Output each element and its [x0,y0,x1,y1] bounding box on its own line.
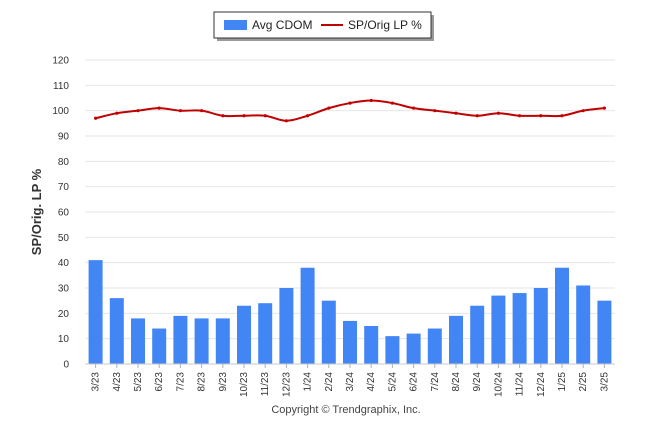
x-tick-label: 12/24 [536,372,547,397]
y-tick-label: 60 [58,208,70,219]
bar [512,293,527,364]
line-point [412,106,416,110]
y-tick-label: 90 [58,132,70,143]
bar [237,305,251,364]
legend-swatch-bar [224,20,247,30]
bar [427,328,442,364]
bar [406,333,421,364]
x-tick-label: 10/24 [493,372,504,397]
bar [131,318,145,364]
x-tick-label: 7/24 [430,372,441,392]
bar [88,260,103,364]
line-point [200,109,204,113]
x-tick-label: 8/24 [451,372,462,392]
y-tick-label: 100 [52,106,69,117]
bar-series [88,260,612,364]
bar [470,305,485,364]
bar [343,320,357,364]
bar [321,300,336,364]
x-tick-label: 3/25 [599,372,610,392]
bar [173,315,188,364]
x-tick-label: 2/25 [578,372,589,392]
line-point [581,109,585,113]
line-series [94,98,607,123]
bar [533,288,548,364]
line-point [178,109,182,113]
y-axis-ticks: 0 10 20 30 40 50 60 70 80 90 100 110 120 [52,56,69,371]
x-tick-label: 11/24 [515,372,526,397]
line-point [348,101,352,105]
line-point [433,109,437,113]
x-tick-label: 8/23 [197,372,208,392]
bar [109,298,124,364]
copyright-credit: Copyright © Trendgraphix, Inc. [271,404,420,416]
line-point [157,106,161,110]
x-tick-label: 3/24 [345,372,356,392]
line-point [602,106,607,110]
line-point [369,98,373,103]
line-point [539,114,543,118]
line-point [327,106,331,110]
y-tick-label: 110 [53,81,69,92]
x-tick-label: 11/23 [260,372,271,397]
y-tick-label: 40 [58,258,70,269]
x-tick-label: 1/25 [557,372,568,392]
legend-label-bar: Avg CDOM [252,18,312,32]
bar [597,300,612,364]
x-tick-label: 5/24 [387,372,398,392]
x-tick-label: 9/24 [472,372,483,392]
bar [258,303,273,364]
y-tick-label: 80 [58,157,70,168]
x-tick-label: 10/23 [239,372,250,397]
x-tick-label: 12/23 [281,372,292,397]
bar [300,267,315,364]
y-tick-label: 50 [58,233,70,244]
bar [385,336,400,364]
bar [364,326,379,364]
line-point [306,114,310,118]
legend: Avg CDOM SP/Orig LP % [213,11,434,41]
line-point [136,109,140,113]
line-point [284,119,288,123]
x-tick-label: 6/23 [154,372,165,392]
line-point [518,114,522,118]
y-tick-label: 10 [58,334,70,345]
legend-label-line: SP/Orig LP % [348,18,422,32]
bar [194,318,209,364]
line-point [390,101,394,105]
x-tick-label: 4/23 [112,372,123,392]
x-tick-label: 3/23 [91,372,102,392]
x-axis-ticks: 3/23 4/23 5/23 6/23 7/23 8/23 9/23 10/23 11/23 12… [91,364,610,397]
line-point [454,111,458,115]
x-tick-label: 4/24 [366,372,377,392]
bar [491,295,506,364]
line-point [242,114,246,118]
y-tick-label: 30 [58,284,70,295]
line-point [496,111,500,115]
x-tick-label: 1/24 [303,372,314,392]
line-point [560,114,564,118]
x-tick-label: 5/23 [133,372,144,392]
line-point [475,114,479,118]
x-tick-label: 7/23 [175,372,186,392]
y-tick-label: 120 [52,56,69,67]
bar [449,315,463,364]
x-tick-label: 9/23 [218,372,229,392]
line-point [263,114,267,118]
line-point [115,111,119,115]
bar [215,318,230,364]
line-point [94,116,98,120]
bar [555,267,569,364]
line-point [221,114,225,118]
x-tick-label: 6/24 [409,372,420,392]
y-axis-title: SP/Orig. LP % [29,168,44,255]
x-tick-label: 2/24 [324,372,335,392]
y-tick-label: 0 [63,360,69,371]
y-tick-label: 20 [58,309,70,320]
bar [279,288,294,364]
bar [152,328,167,364]
y-tick-label: 70 [58,182,70,193]
bar [576,285,591,364]
